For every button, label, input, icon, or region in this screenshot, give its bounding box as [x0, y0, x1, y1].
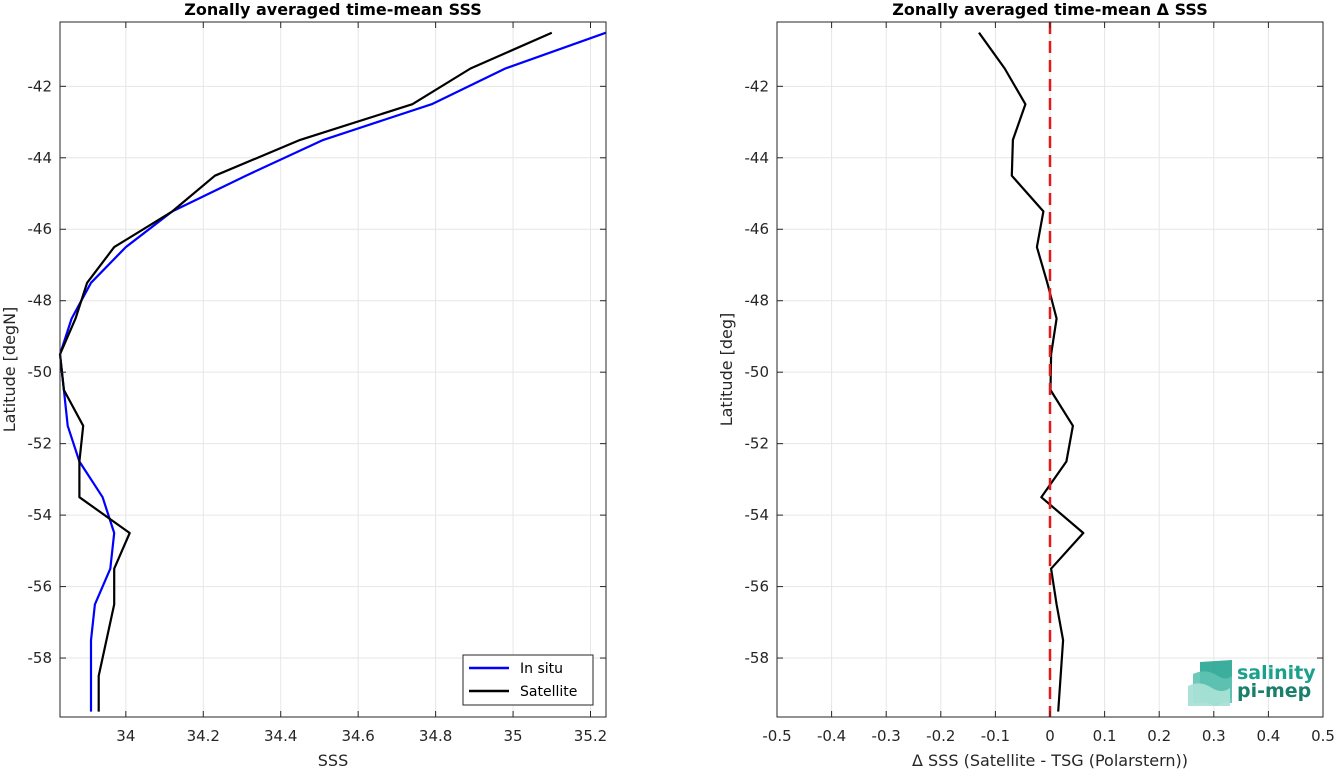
sss-x-tick-label: 35.2: [574, 727, 607, 745]
legend-label-satellite: Satellite: [520, 684, 577, 700]
legend-label-in-situ: In situ: [520, 661, 563, 677]
sss-y-tick-label: -44: [28, 149, 53, 167]
sss-y-tick-label: -48: [28, 292, 53, 310]
sss-chart-title: Zonally averaged time-mean SSS: [184, 0, 482, 19]
sss-y-tick-label: -56: [28, 578, 53, 596]
delta-x-tick-label: -0.4: [817, 727, 846, 745]
delta-x-tick-label: 0.1: [1093, 727, 1117, 745]
legend: In situ Satellite: [462, 654, 594, 706]
sss-panel: 34 34.2 34.4 34.6 34.8 35 35.2 -42 -44 -46 -48 -50 -…: [0, 0, 607, 769]
delta-x-tick-label: -0.1: [981, 727, 1010, 745]
sss-y-tick-label: -58: [28, 649, 53, 667]
sss-x-tick-label: 34.4: [264, 727, 297, 745]
delta-y-tick-label: -58: [745, 649, 770, 667]
delta-x-tick-label: 0.2: [1147, 727, 1171, 745]
delta-series: [978, 22, 1085, 717]
delta-chart-title: Zonally averaged time-mean Δ SSS: [892, 0, 1208, 19]
sss-y-tick-label: -46: [28, 220, 53, 238]
sss-ticks: 34 34.2 34.4 34.6 34.8 35 35.2 -42 -44 -46 -48 -50 -…: [28, 22, 607, 745]
delta-y-tick-label: -50: [745, 363, 770, 381]
delta-y-tick-label: -52: [745, 435, 770, 453]
salinity-pimep-logo: salinity pi-mep: [1188, 660, 1316, 706]
sss-y-tick-label: -54: [28, 506, 53, 524]
delta-y-tick-label: -42: [745, 77, 770, 95]
logo-waves-icon: [1188, 660, 1232, 706]
sss-y-tick-label: -52: [28, 435, 53, 453]
logo-salinity-text: salinity: [1237, 662, 1316, 684]
delta-ticks: -0.5 -0.4 -0.3 -0.2 -0.1 0 0.1 0.2 0.3 0.4 0.5 -42 -…: [745, 22, 1335, 745]
sss-x-tick-label: 35: [504, 727, 523, 745]
sss-x-tick-label: 34.2: [187, 727, 220, 745]
delta-x-tick-label: 0.4: [1256, 727, 1280, 745]
sss-x-tick-label: 34.8: [419, 727, 452, 745]
sss-x-tick-label: 34.6: [341, 727, 374, 745]
delta-x-tick-label: -0.5: [762, 727, 791, 745]
delta-y-tick-label: -54: [745, 506, 770, 524]
delta-y-tick-label: -44: [745, 149, 770, 167]
delta-y-tick-label: -48: [745, 292, 770, 310]
sss-x-tick-label: 34: [116, 727, 135, 745]
legend-box: [462, 654, 594, 706]
delta-sss-panel: -0.5 -0.4 -0.3 -0.2 -0.1 0 0.1 0.2 0.3 0.4 0.5 -42 -…: [717, 0, 1335, 769]
delta-x-tick-label: 0.3: [1202, 727, 1226, 745]
sss-y-axis-label: Latitude [degN]: [0, 307, 19, 433]
sss-grid: [60, 22, 606, 717]
sss-plot-area: [60, 22, 606, 717]
sss-y-tick-label: -50: [28, 363, 53, 381]
delta-y-tick-label: -56: [745, 578, 770, 596]
delta-x-tick-label: 0.5: [1311, 727, 1335, 745]
sss-y-tick-label: -42: [28, 77, 53, 95]
delta-x-tick-label: -0.3: [872, 727, 901, 745]
delta-x-axis-label: Δ SSS (Satellite - TSG (Polarstern)): [912, 751, 1188, 769]
delta-y-tick-label: -46: [745, 220, 770, 238]
delta-x-tick-label: 0: [1045, 727, 1055, 745]
sss-axes-box: [59, 21, 607, 718]
sss-x-axis-label: SSS: [318, 751, 348, 769]
delta-x-tick-label: -0.2: [926, 727, 955, 745]
delta-y-axis-label: Latitude [deg]: [717, 313, 736, 427]
logo-pimep-text: pi-mep: [1237, 680, 1311, 702]
